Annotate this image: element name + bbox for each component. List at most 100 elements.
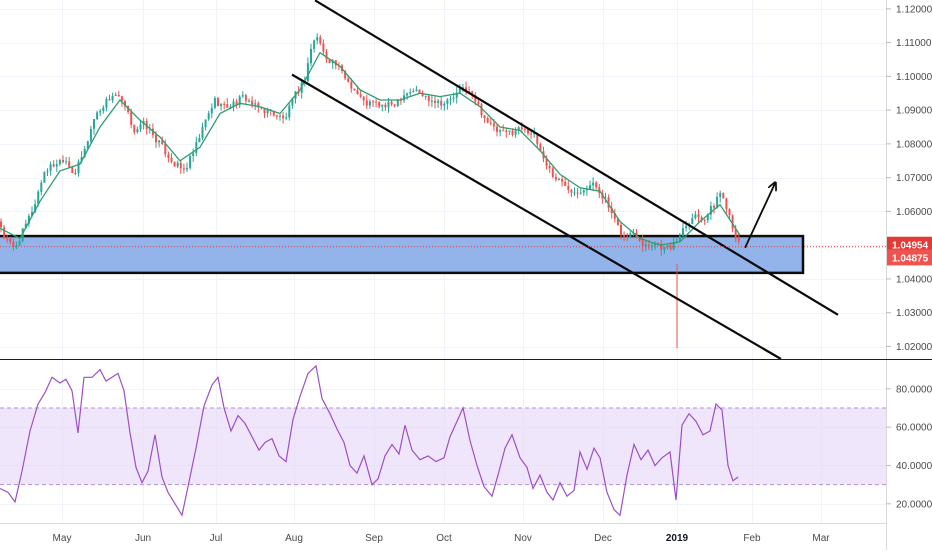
oscillator-axis-tick-label: 40.0000 [896,461,932,472]
candle-body [325,51,328,60]
breakout-arrow[interactable] [744,183,775,249]
candle-body [604,197,607,199]
candle-body [62,159,64,162]
candle-body [232,101,235,107]
time-axis-tick-label: 2019 [666,533,689,544]
candle-body [254,103,257,105]
candle-body [514,130,517,135]
candle-body [139,124,142,130]
support-zone[interactable] [0,234,805,275]
candle-body [486,118,489,123]
candle-body [424,95,427,97]
time-axis-tick-label: Jun [135,533,151,544]
candle-body [291,98,294,106]
oscillator-line [0,364,739,517]
candle-body [725,198,728,210]
candle-body [306,63,309,82]
candle-body [716,196,719,208]
price-axis-tick-label: 1.10000 [896,72,932,83]
candle-body [530,133,533,135]
candle-body [430,100,433,102]
candle-body [158,140,161,143]
oscillator-axis-tick-label: 60.0000 [896,423,932,434]
candle-body [319,37,322,44]
candle-body [40,182,43,192]
candle-body [629,233,632,238]
time-axis-tick-label: Jul [210,533,223,544]
candle-body [536,133,539,145]
time-axis-tick-label: Feb [743,533,761,544]
candle-body [393,104,396,107]
price-axis-tick-label: 1.09000 [896,106,932,117]
candle-body [489,122,492,124]
candle-body [316,37,319,41]
candle-body [455,92,458,98]
candle-body [523,129,526,131]
candle-body [548,166,551,169]
candle-body [275,115,278,117]
candle-body [585,189,588,191]
candle-body [229,106,232,108]
time-axis-tick-label: Mar [812,533,830,544]
candle-body [322,43,325,52]
candle-body [49,164,52,171]
candle-body [545,158,548,167]
candle-body [449,98,452,100]
support-zone-layer[interactable] [0,234,805,275]
candle-body [713,206,715,208]
candle-body [130,112,133,125]
candle-body [607,197,610,208]
candle-body [55,164,58,167]
candle-body [71,167,74,173]
candle-body [465,87,467,92]
moving-average-layer [0,51,741,246]
candle-body [372,101,374,103]
candle-body [248,100,250,102]
candle-body [672,242,675,250]
lower-trend-line[interactable] [291,73,782,360]
candle-body [52,164,55,167]
candle-body [251,100,254,105]
candle-body [114,94,117,96]
candle-body [638,237,641,241]
price-axis-tick-label: 1.07000 [896,173,932,184]
candle-body [595,182,598,188]
price-axis-tick-label: 1.08000 [896,139,932,150]
time-axis-tick-label: Nov [514,533,532,544]
candle-body [477,101,480,105]
oscillator-axis[interactable]: 80.0000 60.0000 40.0000 20.0000 [886,384,932,510]
candle-body [170,158,173,162]
candle-body [195,142,198,154]
candle-body [220,103,223,106]
oscillator-axis-tick-label: 80.0000 [896,384,932,395]
candle-body [74,172,77,174]
candle-body [669,245,672,250]
candle-body [136,129,139,133]
candle-body [647,244,650,246]
candle-body [579,192,582,194]
candle-body [167,154,170,159]
time-axis-tick-label: Oct [436,533,452,544]
candle-body [155,134,157,143]
candle-body [567,185,570,190]
candle-body [415,89,418,92]
candle-body [390,101,393,105]
candle-body [347,78,350,82]
candle-body [179,162,182,169]
candle-body [223,103,226,105]
candle-body [31,212,33,216]
candle-body [344,70,347,79]
candle-body [399,99,402,101]
candle-body [660,243,663,250]
candle-body [641,240,644,247]
drawings-layer[interactable] [0,0,886,360]
candle-body [9,239,12,243]
upper-trend-line[interactable] [314,0,839,316]
candle-body [58,159,61,165]
candle-body [359,94,362,97]
price-axis-tick-label: 1.11000 [896,38,932,49]
candle-body [198,137,201,143]
candle-body [381,104,384,107]
time-axis[interactable]: May Jun Jul Aug Sep Oct Nov Dec 2019 Feb Mar [53,533,831,544]
candle-body [396,99,399,107]
